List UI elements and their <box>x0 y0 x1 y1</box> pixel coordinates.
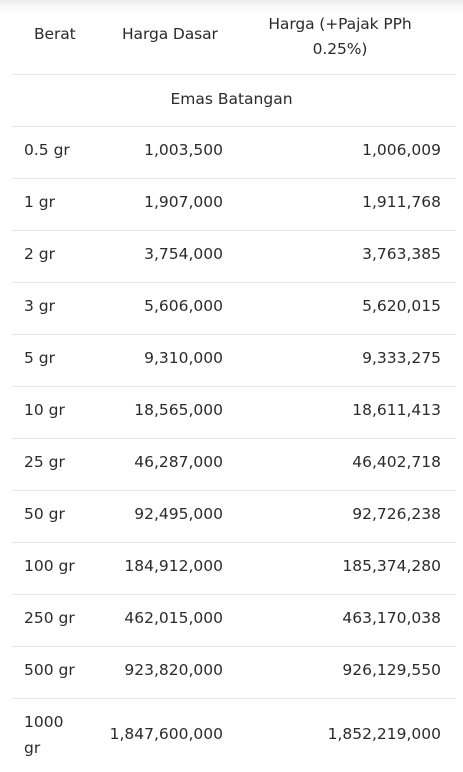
table-row: 3 gr 5,606,000 5,620,015 <box>0 282 463 334</box>
divider <box>12 490 455 491</box>
cell-weight: 10 gr <box>24 401 65 419</box>
table-row: 50 gr 92,495,000 92,726,238 <box>0 490 463 542</box>
divider <box>12 126 455 127</box>
cell-base-price: 462,015,000 <box>124 609 223 627</box>
cell-taxed-price: 46,402,718 <box>352 453 441 471</box>
cell-weight: 0.5 gr <box>24 141 70 159</box>
cell-taxed-price: 1,852,219,000 <box>327 725 441 743</box>
divider <box>12 178 455 179</box>
cell-taxed-price: 926,129,550 <box>342 661 441 679</box>
cell-taxed-price: 1,911,768 <box>362 193 441 211</box>
table-row: 500 gr 923,820,000 926,129,550 <box>0 646 463 698</box>
cell-weight: 500 gr <box>24 661 75 679</box>
cell-base-price: 9,310,000 <box>144 349 223 367</box>
cell-weight: 50 gr <box>24 505 65 523</box>
table-row: 5 gr 9,310,000 9,333,275 <box>0 334 463 386</box>
table-row: 25 gr 46,287,000 46,402,718 <box>0 438 463 490</box>
cell-taxed-price: 9,333,275 <box>362 349 441 367</box>
divider <box>12 594 455 595</box>
cell-base-price: 46,287,000 <box>134 453 223 471</box>
cell-base-price: 92,495,000 <box>134 505 223 523</box>
table-row: 1 gr 1,907,000 1,911,768 <box>0 178 463 230</box>
divider <box>12 74 455 75</box>
cell-base-price: 5,606,000 <box>144 297 223 315</box>
cell-weight: 250 gr <box>24 609 75 627</box>
cell-weight: 5 gr <box>24 349 55 367</box>
divider <box>12 438 455 439</box>
cell-weight: 25 gr <box>24 453 65 471</box>
cell-taxed-price: 5,620,015 <box>362 297 441 315</box>
cell-weight: 1000 gr <box>24 713 64 757</box>
divider <box>12 542 455 543</box>
divider <box>12 698 455 699</box>
table-row: 0.5 gr 1,003,500 1,006,009 <box>0 126 463 178</box>
cell-weight: 1 gr <box>24 193 55 211</box>
section-title: Emas Batangan <box>170 90 293 108</box>
cell-weight: 3 gr <box>24 297 55 315</box>
cell-base-price: 3,754,000 <box>144 245 223 263</box>
table-row: 2 gr 3,754,000 3,763,385 <box>0 230 463 282</box>
table-row: 100 gr 184,912,000 185,374,280 <box>0 542 463 594</box>
cell-taxed-price: 463,170,038 <box>342 609 441 627</box>
divider <box>12 386 455 387</box>
cell-taxed-price: 3,763,385 <box>362 245 441 263</box>
table-row: 250 gr 462,015,000 463,170,038 <box>0 594 463 646</box>
cell-taxed-price: 185,374,280 <box>342 557 441 575</box>
divider <box>12 282 455 283</box>
divider <box>12 230 455 231</box>
cell-base-price: 923,820,000 <box>124 661 223 679</box>
cell-base-price: 1,003,500 <box>144 141 223 159</box>
cell-weight: 100 gr <box>24 557 75 575</box>
cell-taxed-price: 1,006,009 <box>362 141 441 159</box>
cell-taxed-price: 18,611,413 <box>352 401 441 419</box>
header-weight: Berat <box>34 25 76 43</box>
divider <box>12 334 455 335</box>
table-header: Berat Harga Dasar Harga (+Pajak PPh 0.25… <box>0 0 463 74</box>
cell-base-price: 1,847,600,000 <box>109 725 223 743</box>
header-taxed-price: Harga (+Pajak PPh 0.25%) <box>268 15 412 58</box>
table-row: 10 gr 18,565,000 18,611,413 <box>0 386 463 438</box>
cell-base-price: 1,907,000 <box>144 193 223 211</box>
cell-taxed-price: 92,726,238 <box>352 505 441 523</box>
cell-base-price: 18,565,000 <box>134 401 223 419</box>
divider <box>12 646 455 647</box>
table-row: 1000 gr 1,847,600,000 1,852,219,000 <box>0 698 463 772</box>
header-base-price: Harga Dasar <box>122 25 218 43</box>
cell-weight: 2 gr <box>24 245 55 263</box>
cell-base-price: 184,912,000 <box>124 557 223 575</box>
